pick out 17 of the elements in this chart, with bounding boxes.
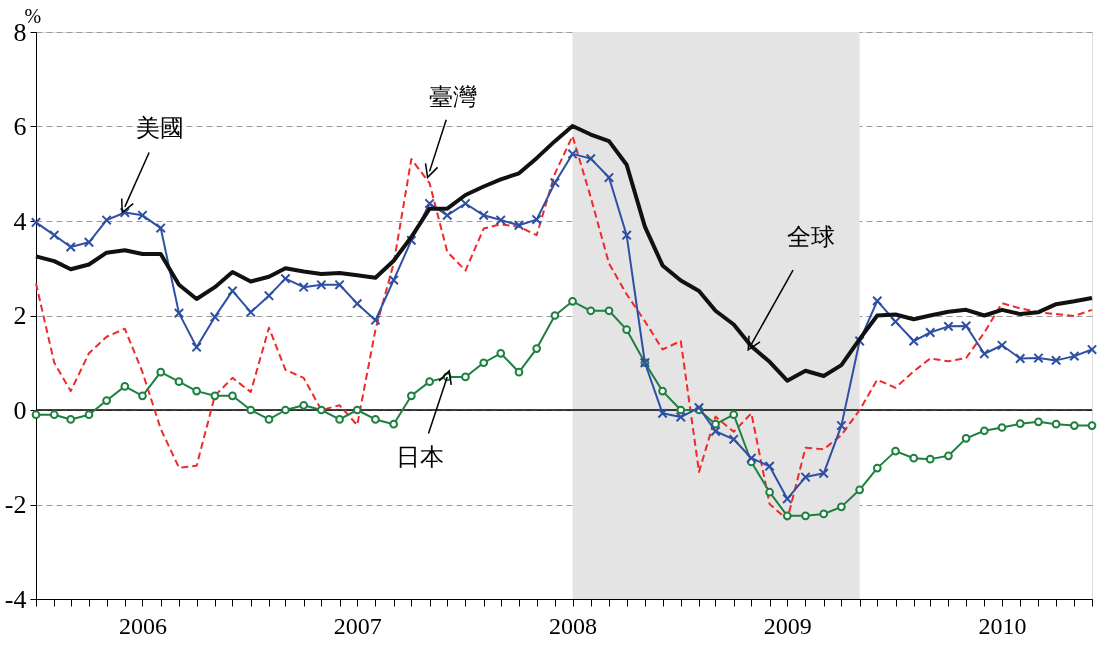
x-tick-label: 2007 (333, 612, 382, 639)
annotation: 全球 (786, 224, 835, 251)
y-tick-label: -4 (4, 584, 27, 614)
y-tick-label: 2 (13, 301, 27, 330)
y-tick-label: -2 (4, 490, 27, 519)
x-tick-label: 2006 (118, 612, 167, 639)
y-axis-title: % (24, 4, 42, 27)
x-tick-label: 2008 (549, 612, 598, 639)
annotation: 臺灣 (429, 83, 478, 110)
annotation: 日本 (396, 443, 445, 470)
y-tick-label: 0 (13, 395, 27, 425)
y-tick-label: 8 (13, 17, 27, 47)
y-tick-label: 6 (13, 112, 27, 141)
annotation: 美國 (135, 115, 184, 142)
y-tick-label: 4 (13, 206, 27, 236)
x-tick-label: 2009 (763, 612, 812, 639)
x-tick-label: 2010 (978, 612, 1027, 639)
